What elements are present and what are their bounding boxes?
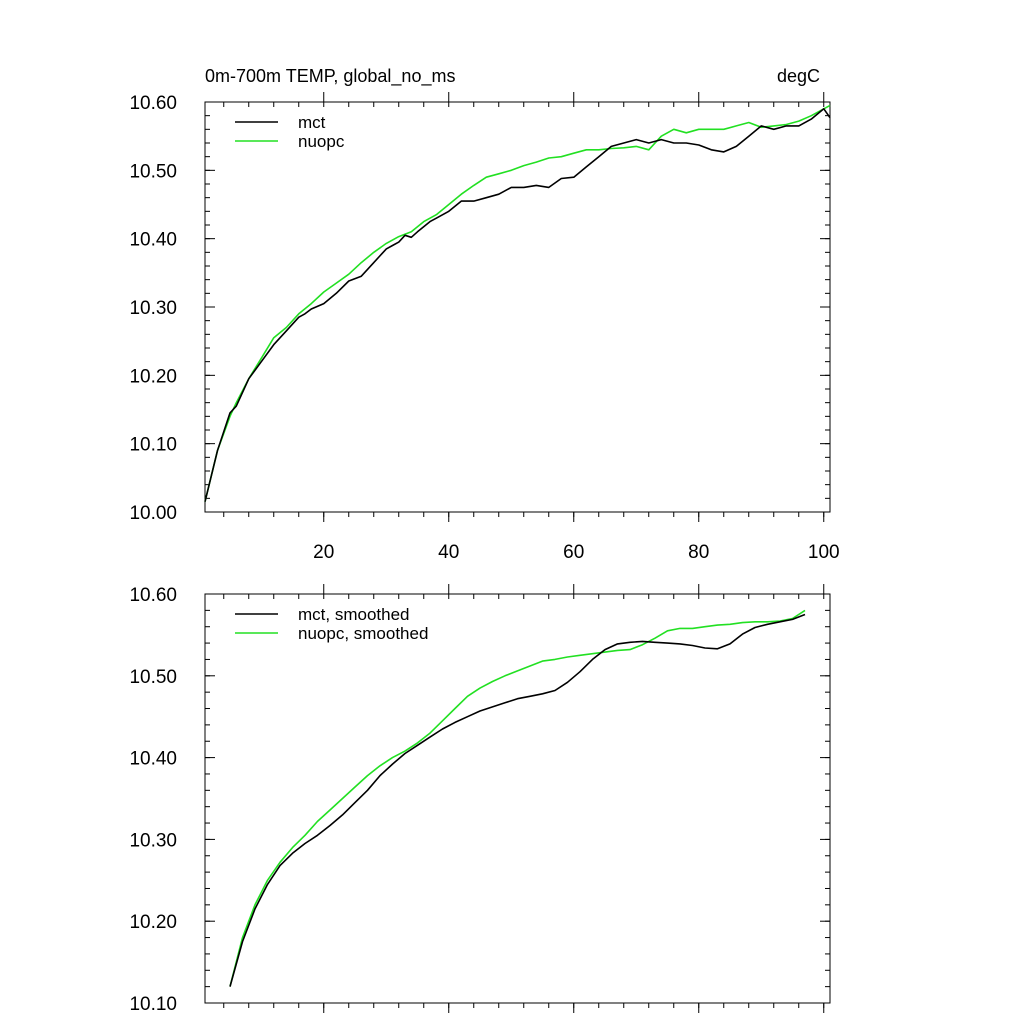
x-tick-label: 40 (438, 542, 459, 563)
y-tick-label: 10.30 (129, 830, 177, 851)
legend-label: mct (298, 113, 326, 132)
y-tick-label: 10.60 (129, 585, 177, 606)
y-tick-label: 10.50 (129, 161, 177, 182)
bottom-panel: 10.10 10.20 10.30 10.40 10.50 10.60 mct, smoot… (129, 584, 831, 1015)
y-tick-label: 10.60 (129, 93, 177, 114)
x-tick-label: 80 (688, 542, 709, 563)
series-line-mct-smoothed (229, 613, 806, 987)
series-line-mct (204, 108, 831, 502)
y-tick-label: 10.50 (129, 667, 177, 688)
series-line-nuopc (204, 104, 831, 502)
x-tick-label: 100 (808, 542, 840, 563)
top-panel-units: degC (777, 66, 820, 86)
y-tick-label: 10.40 (129, 230, 177, 251)
top-panel-title: 0m-700m TEMP, global_no_ms (205, 66, 455, 87)
y-tick-label: 10.00 (129, 503, 177, 524)
y-tick-label: 10.10 (129, 994, 177, 1015)
y-tick-label: 10.20 (129, 912, 177, 933)
y-tick-label: 10.10 (129, 435, 177, 456)
x-tick-label: 20 (313, 542, 334, 563)
plot-frame (204, 101, 831, 513)
legend-label: nuopc, smoothed (298, 624, 428, 643)
legend-label: nuopc (298, 132, 345, 151)
y-tick-label: 10.30 (129, 298, 177, 319)
y-tick-label: 10.20 (129, 366, 177, 387)
top-panel: 0m-700m TEMP, global_no_ms degC 10.00 10.… (129, 66, 839, 563)
legend-label: mct, smoothed (298, 605, 410, 624)
plot-frame (204, 593, 831, 1004)
y-tick-label: 10.40 (129, 749, 177, 770)
series-line-nuopc-smoothed (229, 609, 806, 987)
x-tick-label: 60 (563, 542, 584, 563)
